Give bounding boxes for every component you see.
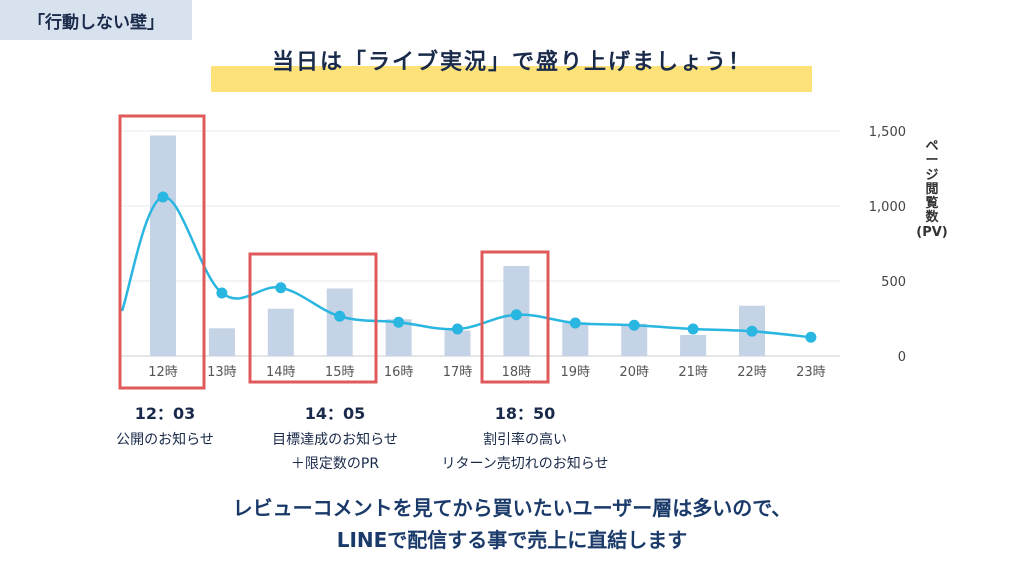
highlight-boxes (118, 114, 550, 390)
y-axis-title: ペ ー ジ 閲 覧 数 (PV) (914, 139, 950, 240)
x-tick-label: 13時 (207, 365, 237, 380)
y-tick-label: 0 (898, 350, 906, 365)
chart-point (628, 319, 640, 331)
bottom-text-line-1: レビューコメントを見てから買いたいユーザー層は多いので、 (232, 496, 792, 520)
chart-point (687, 323, 699, 335)
annotation-text: 目標達成のお知らせ (272, 432, 398, 448)
chart-bars (150, 135, 765, 356)
y-axis-title-char: ー (925, 153, 939, 169)
pv-chart: 12時 13時 14時 15時 16時 17時 18時 19時 20時 21時 22時 23時 0 50… (118, 114, 906, 390)
annotation-1850: 18：50 割引率の高い リターン売切れのお知らせ (400, 402, 650, 476)
chart-grid (120, 130, 840, 357)
chart-point (216, 287, 228, 299)
annotation-time: 12：03 (134, 404, 196, 423)
chart-point (746, 325, 758, 337)
section-tag: 「行動しない壁」 (0, 0, 192, 40)
y-axis-title-char: ペ (925, 139, 939, 154)
y-axis-title-char: 数 (925, 210, 939, 226)
annotation-text: リターン売切れのお知らせ (441, 456, 609, 472)
annotation-1405: 14：05 目標達成のお知らせ ＋限定数のPR (225, 402, 445, 476)
highlight-box (118, 114, 206, 390)
chart-bar (150, 135, 176, 356)
y-tick-labels: 0 500 1,000 1,500 (869, 125, 906, 365)
chart-point (805, 331, 817, 343)
x-tick-label: 22時 (737, 365, 767, 380)
annotation-1203: 12：03 公開のお知らせ (90, 402, 240, 452)
x-tick-label: 16時 (384, 365, 414, 380)
chart-bar (208, 328, 235, 356)
y-axis-title-char: ジ (925, 167, 939, 183)
x-tick-label: 19時 (561, 365, 591, 380)
bottom-text-line-2: LINEで配信する事で売上に直結します (336, 528, 688, 552)
highlight-box (480, 250, 550, 384)
annotation-text: 割引率の高い (483, 432, 567, 448)
chart-point (510, 309, 522, 321)
y-axis-title-unit: (PV) (916, 224, 948, 240)
chart-point (334, 310, 346, 322)
x-tick-label: 23時 (796, 365, 826, 380)
chart-point (569, 317, 581, 329)
headline-highlight (211, 66, 812, 92)
headline: 当日は「ライブ実況」で盛り上げましょう！ (271, 50, 752, 75)
x-tick-labels: 12時 13時 14時 15時 16時 17時 18時 19時 20時 21時 22時 23時 (148, 365, 825, 380)
chart-bar (680, 335, 707, 356)
chart-point (275, 282, 287, 294)
y-axis-title-char: 覧 (925, 196, 939, 212)
chart-point (157, 191, 169, 203)
annotation-text: ＋限定数のPR (290, 456, 380, 472)
x-tick-label: 21時 (678, 365, 708, 380)
annotation-text: 公開のお知らせ (116, 432, 214, 448)
x-tick-label: 14時 (266, 365, 296, 380)
x-tick-label: 20時 (619, 365, 649, 380)
y-tick-label: 500 (881, 275, 906, 290)
chart-point (452, 323, 463, 335)
x-tick-label: 17時 (443, 365, 473, 380)
annotation-time: 14：05 (304, 404, 366, 423)
chart-bar (326, 288, 353, 356)
y-tick-label: 1,500 (869, 125, 906, 140)
chart-bar (444, 330, 471, 356)
chart-point (393, 316, 405, 328)
highlight-box (248, 252, 378, 384)
chart-bar (267, 308, 294, 356)
annotation-time: 18：50 (494, 404, 556, 423)
y-axis-title-char: 閲 (925, 181, 939, 197)
x-tick-label: 15時 (325, 365, 355, 380)
chart-line (120, 191, 817, 343)
y-tick-label: 1,000 (869, 200, 906, 215)
x-tick-label: 18時 (502, 365, 532, 380)
x-tick-label: 12時 (148, 365, 178, 380)
chart-line-path (120, 195, 812, 339)
